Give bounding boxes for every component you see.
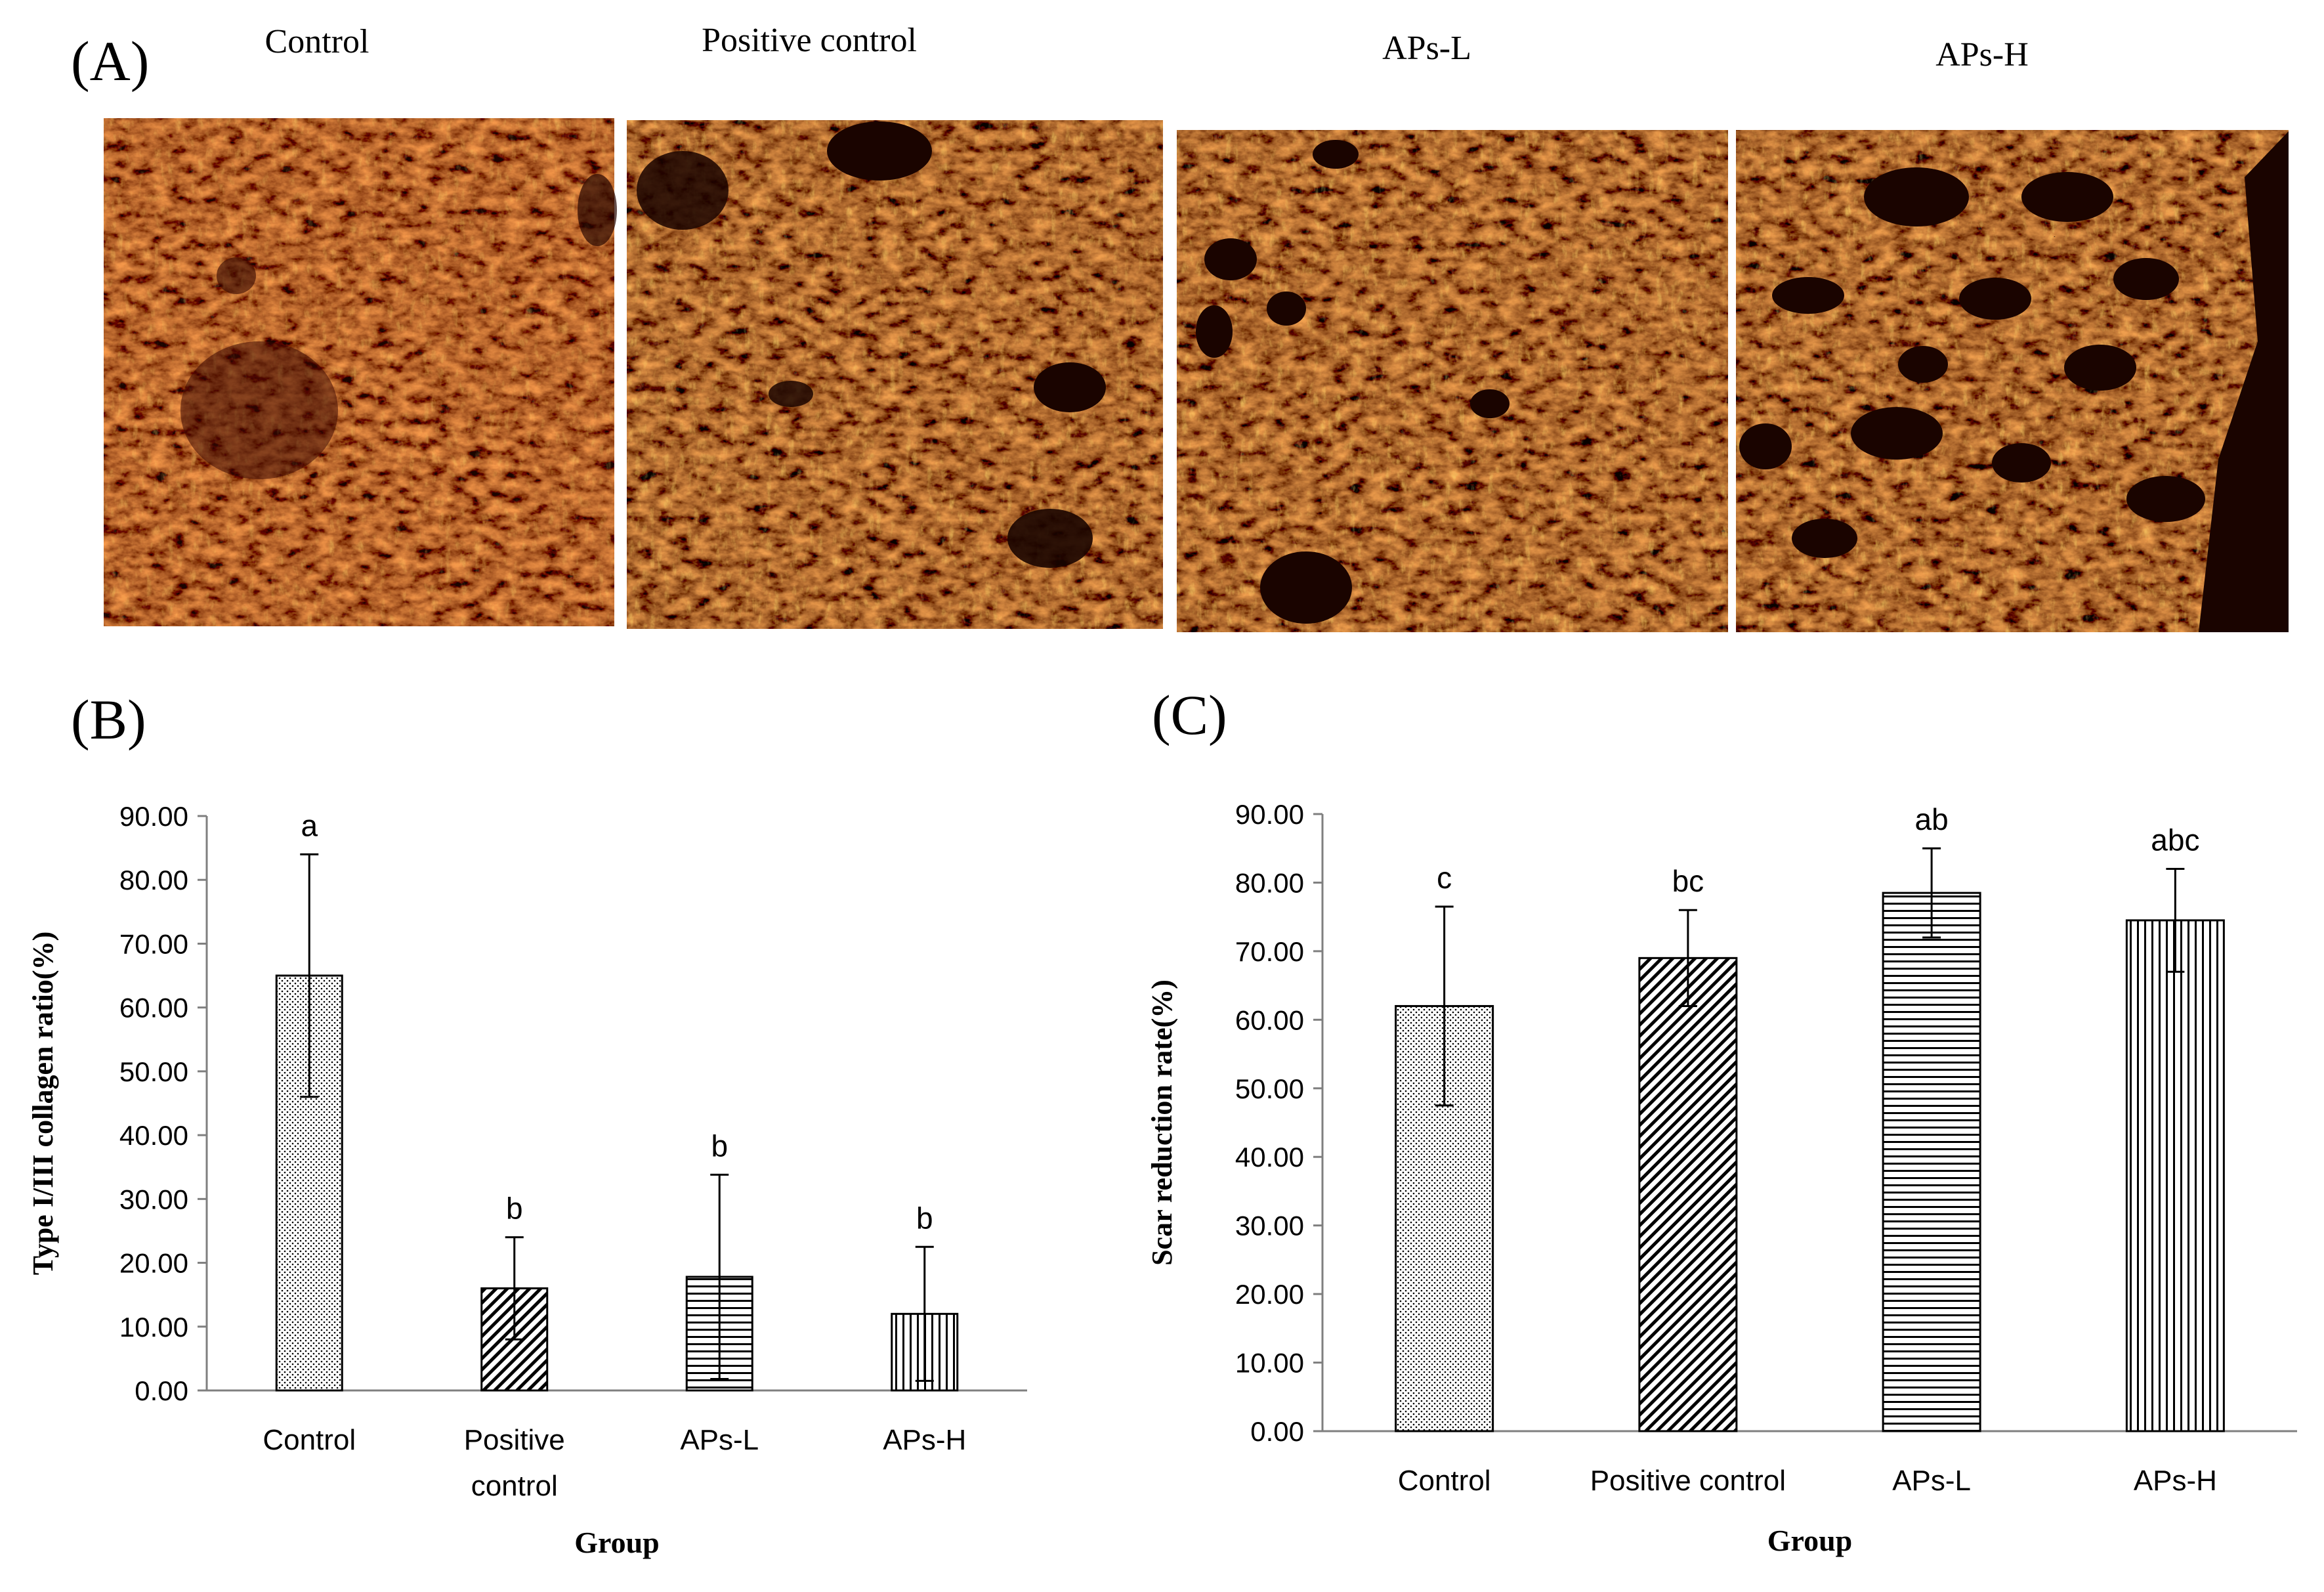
chart-b-y-tick-label: 10.00 <box>119 1312 188 1343</box>
panel-a-label: (A) <box>71 30 149 93</box>
chart-b-significance-letter-4: b <box>916 1201 933 1235</box>
chart-b-y-tick-label: 60.00 <box>119 993 188 1023</box>
chart-c-category-label-1: Control <box>1398 1465 1491 1497</box>
chart-c-significance-letter-2: bc <box>1672 864 1704 898</box>
chart-b-y-tick-label: 30.00 <box>119 1184 188 1215</box>
chart-collagen-ratio: 0.00 10.00 20.00 30.00 40.00 50.00 60.00 70.00 8… <box>27 801 1027 1559</box>
chart-c-y-tick-label: 30.00 <box>1235 1211 1304 1241</box>
chart-c-y-axis-title: Scar reduction rate(%) <box>1146 979 1178 1266</box>
chart-b-y-tick-label: 70.00 <box>119 928 188 959</box>
chart-c-bar-1 <box>1395 1004 1494 1432</box>
chart-b-y-tick-label: 0.00 <box>135 1375 188 1406</box>
image-caption-aps-h: APs-H <box>1935 36 2029 74</box>
image-caption-positive-control: Positive control <box>702 22 917 59</box>
chart-c-category-label-4: APs-H <box>2134 1465 2217 1497</box>
micrograph-aps-l <box>1177 130 1728 632</box>
chart-c-category-label-2: Positive control <box>1590 1465 1786 1497</box>
panel-b-label: (B) <box>71 688 146 751</box>
chart-c-significance-letter-1: c <box>1437 861 1452 895</box>
chart-b-category-label-4: APs-H <box>883 1424 966 1456</box>
image-caption-aps-l: APs-L <box>1382 30 1471 67</box>
panel-c-label: (C) <box>1152 683 1227 746</box>
chart-b-category-label-3: APs-L <box>680 1424 759 1456</box>
chart-b-y-tick-label: 20.00 <box>119 1248 188 1279</box>
chart-c-category-label-3: APs-L <box>1892 1465 1971 1497</box>
chart-scar-reduction: 0.00 10.00 20.00 30.00 40.00 50.00 60.00 70.00 8… <box>1146 799 2297 1557</box>
chart-b-y-axis-title: Type I/III collagen ratio(%) <box>27 932 59 1276</box>
chart-b-category-label-2: control <box>471 1470 558 1502</box>
chart-b-category-label-2: Positive <box>464 1424 565 1456</box>
chart-c-x-axis-title: Group <box>1767 1524 1853 1557</box>
chart-b-x-axis-title: Group <box>574 1526 660 1559</box>
micrograph-aps-h <box>1736 130 2289 632</box>
chart-b-y-tick-label: 40.00 <box>119 1120 188 1151</box>
chart-c-significance-letter-4: abc <box>2151 823 2199 857</box>
micrograph-positive-control <box>627 120 1163 629</box>
chart-b-significance-letter-2: b <box>506 1192 523 1226</box>
chart-c-y-tick-label: 50.00 <box>1235 1073 1304 1104</box>
chart-c-bar-2 <box>1638 957 1738 1432</box>
chart-b-y-tick-label: 90.00 <box>119 801 188 832</box>
micrograph-control <box>104 118 617 626</box>
chart-b-significance-letter-3: b <box>711 1129 728 1163</box>
chart-c-y-tick-label: 60.00 <box>1235 1004 1304 1035</box>
chart-c-significance-letter-3: ab <box>1915 802 1949 836</box>
chart-c-y-tick-label: 10.00 <box>1235 1348 1304 1379</box>
chart-c-y-tick-label: 80.00 <box>1235 867 1304 898</box>
panel-a: (A) Control Positive control APs-L APs-H <box>71 22 2289 632</box>
chart-b-y-tick-label: 80.00 <box>119 865 188 895</box>
chart-c-y-tick-label: 0.00 <box>1250 1416 1304 1447</box>
chart-c-y-tick-label: 70.00 <box>1235 936 1304 967</box>
chart-b-significance-letter-1: a <box>301 808 318 842</box>
chart-c-bar-3 <box>1882 892 1981 1432</box>
chart-c-y-tick-label: 40.00 <box>1235 1142 1304 1172</box>
chart-b-y-tick-label: 50.00 <box>119 1056 188 1087</box>
chart-c-y-tick-label: 20.00 <box>1235 1279 1304 1310</box>
chart-c-bar-4 <box>2125 919 2225 1432</box>
image-caption-control: Control <box>265 23 370 60</box>
chart-c-y-tick-label: 90.00 <box>1235 799 1304 830</box>
chart-b-category-label-1: Control <box>263 1424 356 1456</box>
